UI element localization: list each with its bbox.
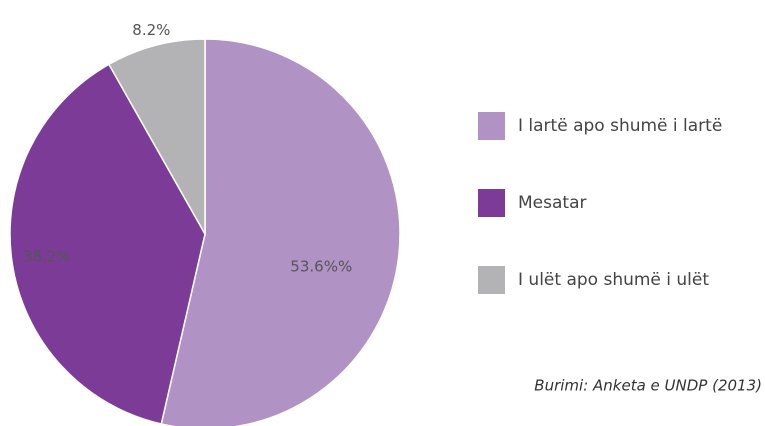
pie-slice xyxy=(107,38,206,237)
legend-label: I ulët apo shumë i ulët xyxy=(518,270,709,290)
pie-slice xyxy=(9,63,206,425)
legend-label: Mesatar xyxy=(518,193,586,213)
source-note: Burimi: Anketa e UNDP (2013) xyxy=(534,377,762,395)
legend-swatch xyxy=(478,266,505,294)
legend-label: I lartë apo shumë i lartë xyxy=(518,116,722,136)
pie-slice xyxy=(160,38,401,426)
slice-label: 38.2% xyxy=(23,248,71,266)
slice-label: 53.6%% xyxy=(290,258,352,276)
slice-label: 8.2% xyxy=(132,21,170,39)
legend-swatch xyxy=(478,189,505,217)
legend-swatch xyxy=(478,112,505,140)
